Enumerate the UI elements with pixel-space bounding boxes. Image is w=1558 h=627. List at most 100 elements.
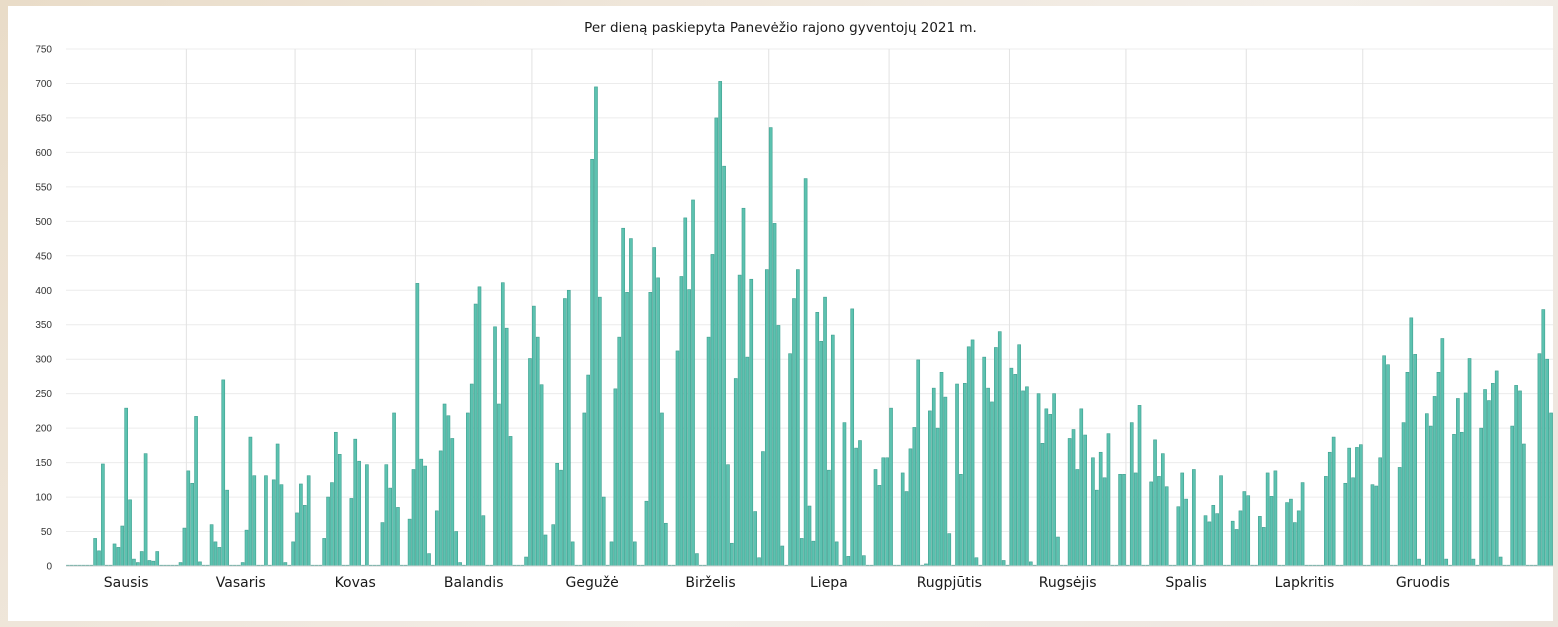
data-bar: [718, 81, 723, 567]
data-bar: [1518, 390, 1522, 567]
data-bar: [434, 510, 439, 567]
data-bar: [1137, 405, 1142, 567]
data-bar: [1440, 338, 1445, 567]
data-bar: [1091, 457, 1095, 567]
data-bar: [481, 515, 486, 567]
data-bar: [1094, 489, 1099, 567]
data-bar: [652, 247, 657, 567]
data-bar: [889, 407, 893, 567]
data-bar: [959, 474, 963, 567]
data-bar: [128, 499, 132, 567]
data-bar: [955, 383, 959, 567]
data-bar: [982, 356, 987, 567]
data-bar: [644, 500, 649, 567]
data-bar: [1265, 472, 1270, 567]
data-bar: [392, 412, 396, 567]
y-tick-label: 700: [35, 79, 52, 90]
y-tick-label: 650: [35, 113, 52, 124]
data-bar: [1261, 527, 1266, 567]
data-bar: [217, 547, 222, 567]
data-bar: [116, 547, 121, 567]
data-bar: [990, 401, 994, 567]
data-bar: [1157, 476, 1161, 567]
data-bar: [493, 326, 497, 567]
data-bar: [862, 555, 866, 567]
data-bar: [411, 469, 416, 567]
data-bar: [733, 378, 738, 567]
data-bar: [450, 438, 455, 567]
data-bar: [1510, 425, 1515, 567]
data-bar: [1215, 513, 1219, 567]
x-tick-label-month: Gegužė: [566, 575, 619, 591]
y-tick-label: 300: [35, 355, 52, 366]
data-bar: [792, 298, 796, 567]
data-bar: [112, 543, 117, 567]
data-bar: [737, 274, 742, 567]
data-bar: [326, 496, 330, 567]
data-bar: [947, 533, 952, 567]
data-bar: [582, 412, 587, 567]
data-bar: [1149, 481, 1153, 567]
data-bar: [629, 238, 633, 567]
grid-layer: [66, 48, 1553, 567]
data-bar: [415, 283, 420, 567]
axis-layer: 0 50 100 150 200 250 300 350 400 450 500 550 600 650 7…: [35, 45, 1553, 591]
data-bar: [1494, 370, 1499, 567]
data-bar: [469, 383, 474, 567]
x-tick-label-month: Gruodis: [1396, 575, 1450, 591]
data-bar: [780, 545, 785, 567]
data-bar: [1452, 434, 1456, 567]
data-bar: [357, 460, 361, 567]
data-bar: [904, 491, 909, 567]
data-bar: [1459, 431, 1464, 567]
data-bar: [966, 346, 971, 567]
data-bar: [1036, 393, 1041, 567]
data-bar: [1230, 520, 1235, 567]
data-bar: [664, 522, 668, 567]
data-bar: [1351, 477, 1355, 567]
x-tick-label-month: Liepa: [810, 575, 848, 591]
data-bar: [1001, 560, 1006, 567]
data-bar: [757, 557, 761, 567]
data-bar: [1293, 522, 1297, 567]
data-bar: [691, 199, 695, 567]
data-bar: [1355, 447, 1359, 567]
data-bar: [504, 327, 509, 567]
data-bar: [252, 475, 257, 567]
data-bar: [1487, 400, 1491, 567]
data-bar: [594, 86, 598, 567]
data-bar: [1079, 408, 1084, 567]
data-bar: [306, 475, 311, 567]
data-bar: [423, 465, 427, 567]
data-bar: [120, 525, 125, 567]
data-bar: [563, 298, 567, 567]
data-bar: [1067, 438, 1072, 567]
data-bar: [570, 541, 575, 567]
data-bar: [1397, 467, 1402, 567]
data-bar: [1444, 558, 1449, 567]
data-bar: [1467, 358, 1472, 567]
data-bar: [555, 462, 559, 567]
data-bar: [473, 303, 478, 567]
data-bar: [1409, 317, 1414, 567]
data-bar: [796, 269, 800, 567]
data-bar: [1048, 414, 1053, 567]
data-bar: [275, 443, 280, 567]
data-bar: [209, 524, 214, 567]
data-bar: [1417, 558, 1421, 567]
data-bar: [353, 438, 358, 567]
y-tick-label: 50: [41, 527, 53, 538]
data-bar: [213, 541, 218, 567]
data-bar: [1180, 472, 1185, 567]
data-bar: [687, 289, 691, 567]
data-bar: [438, 450, 443, 567]
data-bar: [1234, 529, 1239, 567]
data-bar: [528, 358, 532, 567]
data-bar: [396, 507, 400, 567]
data-bar: [1537, 353, 1542, 567]
data-bar: [1471, 558, 1476, 567]
data-bar: [1211, 505, 1216, 567]
data-bar: [1343, 482, 1348, 567]
bar-layer: [66, 81, 1553, 567]
x-tick-label-month: Rugsėjis: [1039, 575, 1097, 591]
